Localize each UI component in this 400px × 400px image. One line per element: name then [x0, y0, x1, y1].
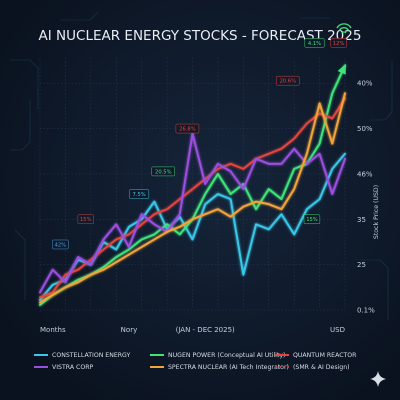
annotation-label: 7.5%: [133, 192, 146, 198]
circuit-trace: [360, 259, 389, 320]
series-line: [39, 92, 346, 304]
y-tick-label: 40%: [357, 80, 373, 88]
sparkle-icon: [370, 371, 386, 387]
chart-title: AI NUCLEAR ENERGY STOCKS - FORECAST 2025: [39, 28, 362, 44]
annotation-box: [276, 75, 300, 86]
annotation-box: [303, 214, 321, 225]
x-tick-label: USD: [330, 326, 345, 334]
grid-lines: [39, 58, 346, 311]
circuit-trace: [10, 100, 31, 151]
annotation-box: [129, 189, 150, 199]
series-line: [39, 97, 346, 299]
legend-label-extra: (SMR & AI Design): [293, 364, 350, 371]
circuit-trace: [60, 11, 99, 21]
annotation-box: [175, 123, 200, 134]
annotation-label: 15%: [306, 217, 318, 223]
signal-icon: [336, 23, 352, 34]
circuit-trace: [370, 60, 393, 121]
legend-label: CONSTELLATION ENERGY: [52, 352, 131, 359]
x-tick-labels: Months Nory (JAN - DEC 2025) USD: [40, 326, 345, 334]
x-tick-label: Months: [40, 326, 66, 334]
annotation-label: 4.1%: [308, 41, 321, 47]
annotation-label: 15%: [80, 217, 92, 223]
legend: CONSTELLATION ENERGY NUGEN POWER (Concept…: [34, 352, 357, 371]
y-tick-label: 50%: [357, 125, 373, 133]
decorative-circuit-lines: [10, 11, 393, 320]
annotation-label: 42%: [55, 242, 67, 248]
y-tick-label: 46%: [357, 170, 373, 178]
annotation-layer: 42% 15% 7.5% 20.5% 26.8% 20.6% 4.1% 12% 15%: [52, 38, 347, 250]
annotation-box: [304, 38, 325, 48]
legend-label: SPECTRA NUCLEAR (AI Tech Integrator): [168, 364, 289, 371]
x-tick-label: Nory: [121, 326, 138, 334]
annotation-label: 26.8%: [179, 126, 196, 132]
series-layer: [39, 63, 346, 306]
circuit-trace: [14, 229, 26, 300]
annotation-label: 12%: [333, 41, 345, 47]
annotation-box: [77, 214, 94, 225]
y-axis-label: Stock Price (USD): [373, 185, 380, 239]
annotation-box: [151, 166, 176, 177]
arrow-head-marker: [337, 63, 346, 75]
annotation-label: 20.6%: [280, 79, 297, 85]
legend-label: VISTRA CORP: [52, 364, 94, 371]
y-tick-labels: 40% 50% 46% 35 25 0.1%: [357, 80, 375, 315]
y-tick-label: 0.1%: [357, 307, 375, 315]
circuit-trace: [10, 59, 39, 110]
y-tick-label: 35: [357, 216, 366, 224]
y-tick-label: 25: [357, 261, 366, 269]
legend-label: QUANTUM REACTOR: [293, 352, 357, 359]
series-line: [39, 132, 346, 294]
x-tick-label: (JAN - DEC 2025): [176, 326, 235, 334]
annotation-label: 20.5%: [155, 169, 172, 175]
annotation-box: [52, 239, 69, 250]
annotation-box: [330, 38, 347, 48]
legend-label: NUGEN POWER (Conceptual AI Utility): [168, 352, 285, 359]
